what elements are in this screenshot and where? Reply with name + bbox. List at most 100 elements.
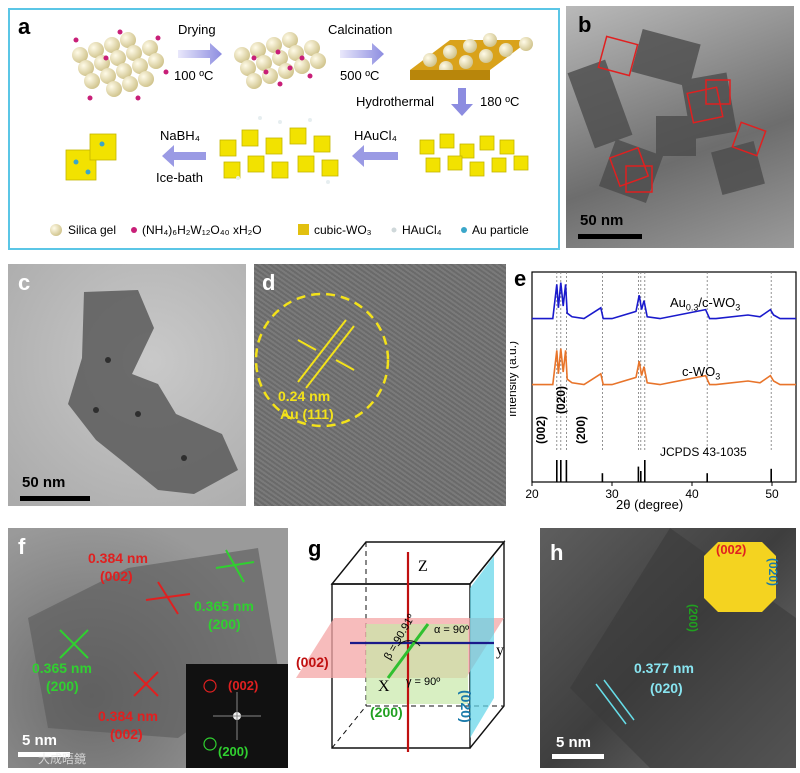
- panel-c-tem: c 50 nm: [8, 264, 246, 506]
- panel-a-label: a: [18, 14, 31, 39]
- step-haucl4-label: HAuCl₄: [354, 128, 397, 143]
- scale-f: 5 nm: [22, 732, 58, 749]
- wo3-cubes-1: [419, 133, 529, 177]
- scalebar-h: [552, 754, 604, 759]
- f-d2: 0.365 nm: [194, 598, 254, 614]
- peak-label-200: (200): [574, 415, 588, 444]
- panel-c-label: c: [18, 270, 31, 295]
- f-d4: 0.384 nm: [98, 708, 158, 724]
- legend-precursor-icon: [131, 227, 137, 233]
- f-p4: (002): [110, 726, 143, 742]
- scale-b: 50 nm: [580, 212, 624, 229]
- d-spacing-label: 0.24 nm: [278, 388, 331, 404]
- arrow-haucl4: [352, 145, 398, 167]
- hrtem-image-h: [570, 528, 796, 768]
- panel-h-hrtem: h (002) (200) (020) 0.377 nm (020) 5 nm: [540, 528, 796, 768]
- legend-au-label: Au particle: [472, 223, 529, 237]
- arrow-hydrothermal: [451, 88, 473, 116]
- legend-cubic-icon: [298, 224, 309, 235]
- xrd-plot: 20 30 40 50: [525, 271, 797, 501]
- series-label-au: Au0.3/c-WO3: [670, 295, 741, 313]
- f-p1: (002): [100, 568, 133, 584]
- ylabel: Intensity (a.u.): [510, 340, 520, 418]
- g-y: y: [496, 642, 504, 659]
- scale-c: 50 nm: [22, 474, 66, 491]
- series-line-0: [532, 282, 796, 320]
- f-d1: 0.384 nm: [88, 550, 148, 566]
- f-fft-200: (200): [218, 744, 249, 759]
- g-p020: (020): [458, 690, 474, 723]
- step-calcination-temp: 500 ºC: [340, 68, 380, 83]
- au-wo3-cubes: [65, 133, 117, 181]
- legend-cubic-label: cubic-WO₃: [314, 223, 372, 237]
- f-watermark: 大成晤鏡: [38, 752, 87, 766]
- step-hydrothermal-temp: 180 ºC: [480, 94, 520, 109]
- step-nabh4-label: NaBH₄: [160, 128, 200, 143]
- panel-f-hrtem: f 0.384 nm (002) 0.365 nm (200) 0.365 nm…: [8, 528, 288, 768]
- step-hydrothermal-label: Hydrothermal: [356, 94, 435, 109]
- panel-e-xrd-chart: e 20 30 40 50 Au0.3/c-WO3 c-WO3 JCPDS 43-10…: [510, 264, 800, 518]
- hrtem-image-f: [28, 548, 288, 768]
- xtick-label-0: 20: [525, 487, 539, 501]
- plot-frame: [531, 271, 797, 483]
- g-p200: (200): [370, 704, 403, 720]
- ref-label: JCPDS 43-1035: [660, 445, 747, 459]
- panel-g-crystal-diagram: g Z y X β = 90.91º α = 90º γ = 90º (002)…: [294, 528, 530, 768]
- h-spacing: 0.377 nm: [634, 660, 694, 676]
- g-alpha: α = 90º: [434, 624, 470, 636]
- d-plane-label: Au (111): [280, 406, 334, 422]
- h-c002: (002): [716, 542, 747, 557]
- peak-label-002: (002): [534, 415, 548, 444]
- step-drying-label: Drying: [178, 22, 216, 37]
- xtick-label-2: 40: [685, 487, 699, 501]
- legend-silica-icon: [50, 224, 62, 236]
- crystal-axes-diagram: [296, 540, 506, 752]
- panel-a: a: [8, 8, 560, 250]
- xtick-label-3: 50: [765, 487, 779, 501]
- g-z: Z: [418, 558, 428, 575]
- g-x: X: [378, 678, 390, 695]
- legend-precursor-label: (NH₄)₆H₂W₁₂O₄₀ xH₂O: [142, 223, 262, 237]
- f-p2: (200): [208, 616, 241, 632]
- tem-image-c: [68, 290, 238, 494]
- panel-d-hrtem: d 0.24 nm Au (111): [254, 264, 506, 506]
- panel-b-tem: b 50 nm: [566, 6, 794, 248]
- step-icebath-label: Ice-bath: [156, 170, 203, 185]
- step-drying-temp: 100 ºC: [174, 68, 214, 83]
- scalebar-f: [18, 752, 70, 757]
- legend-haucl4-icon: [391, 227, 397, 233]
- calcined-wo3-stack: [410, 33, 533, 80]
- arrow-nabh4: [162, 145, 206, 167]
- panel-f-label: f: [18, 534, 26, 559]
- tem-image-b: [567, 28, 767, 204]
- xtick-label-1: 30: [605, 487, 619, 501]
- hrtem-image-d: [254, 292, 390, 428]
- g-gamma: γ = 90º: [406, 676, 441, 688]
- h-c020: (020): [766, 558, 780, 587]
- step-calcination-label: Calcination: [328, 22, 393, 37]
- arrow-drying: [178, 43, 222, 65]
- wo3-cubes-2: [219, 127, 339, 179]
- g-p002: (002): [296, 654, 329, 670]
- panel-e-label: e: [514, 266, 527, 291]
- h-c200: (200): [686, 604, 700, 633]
- panel-d-label: d: [262, 270, 276, 295]
- legend-au-icon: [461, 227, 467, 233]
- scalebar-c: [20, 496, 90, 501]
- scale-h: 5 nm: [556, 734, 592, 751]
- legend-haucl4-label: HAuCl₄: [402, 223, 442, 237]
- series-label-wo3: c-WO3: [682, 364, 721, 382]
- scalebar-b: [578, 234, 642, 239]
- panel-b-label: b: [578, 12, 592, 37]
- legend-silica-label: Silica gel: [68, 223, 117, 237]
- arrow-calcination: [340, 43, 384, 65]
- silica-gel-stack-2: [234, 32, 326, 89]
- xlabel: 2θ (degree): [616, 497, 684, 512]
- panel-h-label: h: [550, 540, 564, 565]
- synthesis-scheme: [50, 29, 533, 236]
- f-d3: 0.365 nm: [32, 660, 92, 676]
- f-p3: (200): [46, 678, 79, 694]
- f-fft-002: (002): [228, 678, 259, 693]
- silica-gel-stack-1: [72, 32, 164, 97]
- peak-label-020: (020): [554, 385, 568, 414]
